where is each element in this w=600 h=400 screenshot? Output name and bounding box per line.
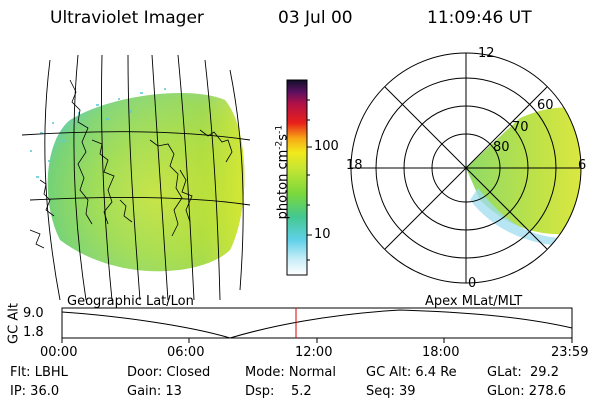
alt-ytick-1-8: 1.8 (23, 325, 44, 340)
unit-exp1: -2 (274, 140, 285, 150)
status-mode: Mode: Normal (245, 365, 336, 380)
status-glon: GLon: 278.6 (487, 384, 567, 399)
apex-panel-label: Apex MLat/MLT (425, 294, 523, 309)
altitude-curve (61, 309, 573, 339)
date-label: 03 Jul 00 (278, 8, 353, 28)
alt-xtick-0000: 00:00 (40, 345, 78, 360)
status-filter: Flt: LBHL (10, 365, 68, 380)
status-gain: Gain: 13 (127, 384, 182, 399)
mlat-ring-60: 60 (537, 98, 554, 113)
unit-s: s (275, 133, 291, 141)
alt-xtick-1200: 12:00 (295, 345, 333, 360)
colorbar-axis-label: photon cm-2s-1 (274, 105, 290, 240)
app-title: Ultraviolet Imager (50, 8, 204, 28)
time-label: 11:09:46 UT (427, 8, 532, 28)
mlt-label-0: 0 (468, 276, 477, 291)
status-glat: GLat: 29.2 (487, 365, 559, 380)
polar-dial (350, 52, 582, 284)
mlat-ring-80: 80 (493, 140, 510, 155)
alt-ylabel: GC Alt (6, 303, 22, 344)
mlat-ring-70: 70 (512, 120, 529, 135)
alt-xtick-0600: 06:00 (167, 345, 205, 360)
status-gc-alt: GC Alt: 6.4 Re (366, 365, 457, 380)
alt-ytick-9: 9.0 (23, 306, 44, 321)
status-door: Door: Closed (127, 365, 211, 380)
colorbar-tick-100: 100 (314, 139, 339, 154)
status-seq: Seq: 39 (366, 384, 416, 399)
colorbar-tick-10: 10 (314, 227, 331, 242)
status-ip: IP: 36.0 (10, 384, 60, 399)
altitude-plot (61, 307, 573, 343)
alt-xtick-2359: 23:59 (551, 345, 589, 360)
status-dsp: Dsp: 5.2 (245, 384, 312, 399)
mlt-label-6: 6 (578, 158, 587, 173)
unit-exp2: -1 (274, 124, 285, 134)
mlt-label-12: 12 (478, 46, 495, 61)
unit-photon: photon cm (275, 149, 291, 220)
geo-panel-label: Geographic Lat/Lon (67, 294, 194, 309)
alt-xtick-1800: 18:00 (422, 345, 460, 360)
mlt-label-18: 18 (346, 158, 363, 173)
